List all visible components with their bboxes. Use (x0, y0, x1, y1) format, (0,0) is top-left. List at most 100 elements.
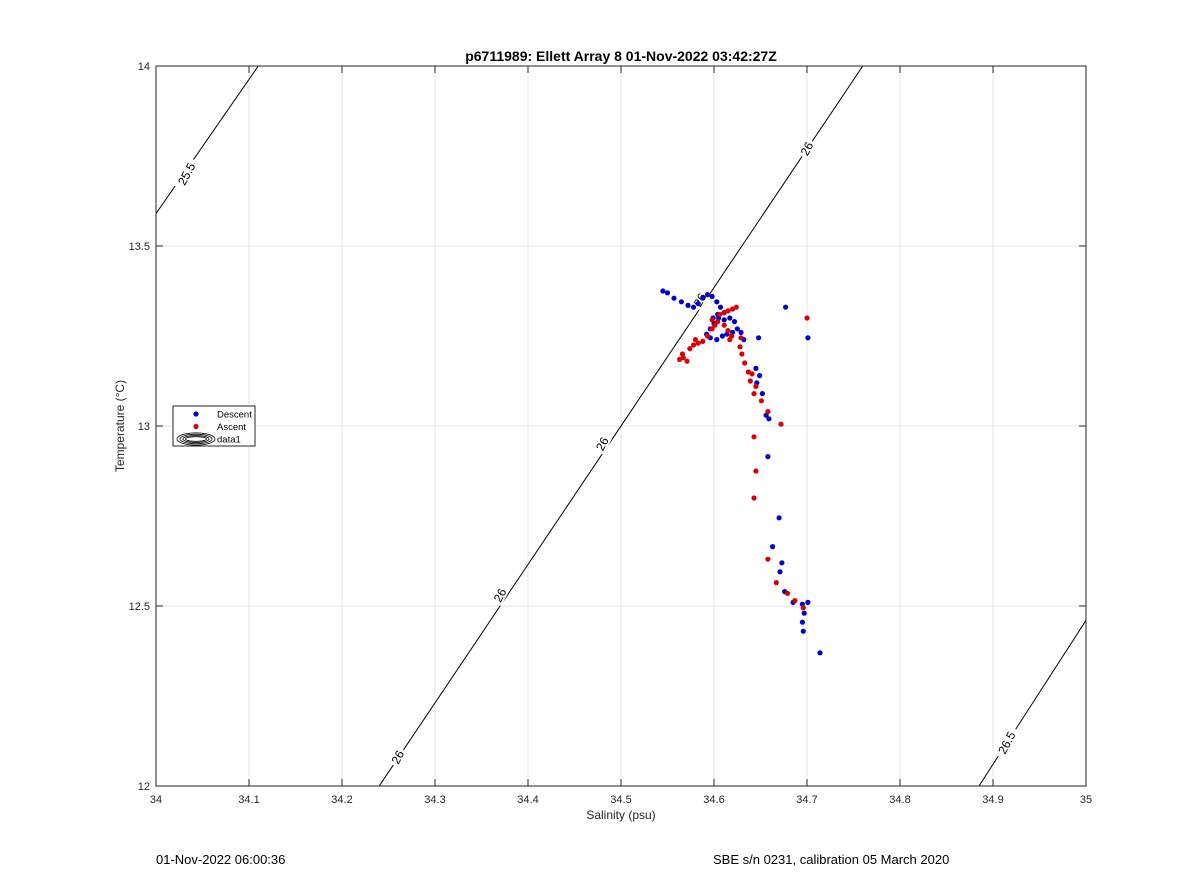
point-descent (756, 335, 762, 341)
point-ascent (704, 333, 711, 339)
point-descent (765, 454, 771, 460)
point-descent (690, 304, 697, 310)
point-ascent (749, 371, 755, 377)
point-ascent (738, 335, 744, 341)
point-descent (678, 299, 685, 305)
point-descent (671, 295, 677, 301)
contour-label-bg (488, 583, 510, 606)
contour-label-group: 26 (795, 137, 817, 160)
contour-label: 26 (593, 435, 612, 454)
x-tick-label: 34.4 (517, 794, 538, 806)
y-tick-label: 12 (138, 781, 150, 793)
point-descent (770, 544, 776, 550)
y-tick-label: 13 (138, 421, 150, 433)
x-tick-label: 34 (150, 794, 162, 806)
point-ascent (747, 378, 753, 384)
point-ascent (727, 337, 733, 343)
point-descent (731, 319, 738, 325)
point-ascent (765, 409, 771, 415)
point-descent (805, 599, 811, 606)
y-tick-label: 13.5 (129, 241, 150, 253)
x-tick-label: 35 (1080, 794, 1092, 806)
point-descent (664, 290, 671, 296)
point-descent (776, 515, 782, 521)
point-ascent (684, 358, 690, 364)
point-descent (799, 619, 806, 625)
contour-line-26-5 (978, 620, 1086, 786)
x-tick-label: 34.6 (703, 794, 724, 806)
point-ascent (773, 580, 779, 586)
legend-marker-contour (176, 432, 216, 446)
point-descent (714, 299, 720, 305)
point-ascent (725, 328, 731, 334)
contour-label-group: 26 (386, 745, 408, 768)
point-ascent (765, 556, 771, 562)
point-descent (714, 337, 720, 343)
point-descent (700, 295, 706, 301)
point-ascent (753, 468, 759, 474)
legend-box (172, 405, 256, 447)
contour-label-group: 26 (591, 432, 612, 455)
point-descent (660, 288, 666, 294)
legend-label-descent: Descent (217, 410, 252, 421)
point-descent (753, 365, 759, 371)
legend-marker-contour (185, 436, 207, 442)
point-descent (766, 416, 772, 422)
contour-line-25-5 (156, 66, 259, 214)
legend-label-data1: data1 (217, 435, 241, 446)
contour-label: 26 (798, 139, 817, 158)
point-ascent (679, 351, 686, 357)
point-ascent (717, 311, 723, 317)
point-descent (734, 326, 740, 332)
contour-label-bg (172, 156, 200, 191)
footer-calibration: SBE s/n 0231, calibration 05 March 2020 (713, 852, 950, 867)
point-ascent (758, 398, 765, 404)
x-tick-label: 34.9 (982, 794, 1003, 806)
contour-label: 26 (388, 748, 407, 767)
x-tick-label: 34.3 (424, 794, 445, 806)
point-ascent (721, 322, 727, 328)
data-series (660, 288, 823, 656)
point-descent (727, 315, 733, 321)
point-ascent (800, 605, 806, 611)
point-descent (759, 391, 766, 397)
point-descent (777, 569, 783, 575)
legend-marker-contour (182, 435, 210, 443)
chart-title: p6711989: Ellett Array 8 01-Nov-2022 03:… (465, 48, 777, 64)
contour-label: 26 (691, 291, 710, 310)
point-ascent (804, 315, 810, 321)
point-ascent (709, 326, 715, 332)
point-ascent (751, 495, 757, 501)
legend-marker-ascent (193, 423, 199, 430)
point-descent (719, 333, 726, 339)
point-ascent (687, 346, 693, 352)
point-ascent (712, 322, 718, 328)
point-descent (817, 650, 823, 656)
point-ascent (792, 598, 798, 604)
point-descent (779, 560, 785, 566)
point-ascent (690, 342, 697, 348)
footer-timestamp: 01-Nov-2022 06:00:36 (156, 852, 286, 867)
point-ascent (778, 421, 784, 427)
point-ascent (751, 391, 757, 397)
point-ascent (709, 317, 715, 323)
x-tick-label: 34.2 (331, 794, 352, 806)
contour-label: 26 (491, 586, 510, 605)
x-tick-label: 34.8 (889, 794, 910, 806)
series-ascent (677, 304, 810, 611)
point-descent (695, 301, 701, 307)
contour-label-group: 26 (488, 583, 510, 606)
axes: 34 34.1 34.2 34.3 34.4 34.5 34.6 34.7 34.8 34.9 35… (129, 61, 1093, 806)
contour-label-bg (795, 137, 817, 160)
point-descent (783, 304, 789, 310)
y-tick-label: 12.5 (129, 601, 150, 613)
x-tick-label: 34.5 (610, 794, 631, 806)
contour-label-bg (591, 432, 612, 455)
x-tick-label: 34.7 (796, 794, 817, 806)
point-descent (717, 304, 724, 310)
contour-label-bg (992, 724, 1020, 760)
